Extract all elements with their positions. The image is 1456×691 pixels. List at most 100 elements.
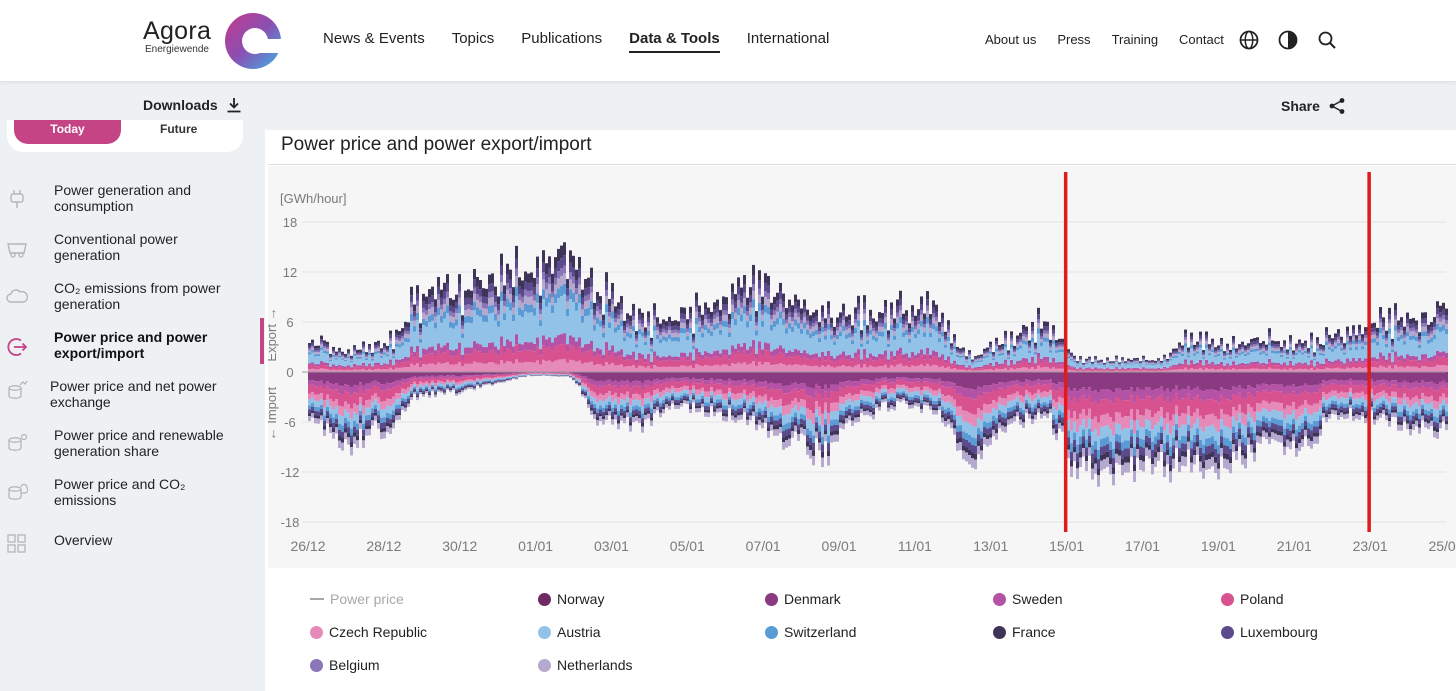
export-bar [794, 325, 797, 349]
import-bar [398, 408, 401, 413]
export-bar [953, 337, 956, 341]
brand-logo[interactable]: Agora Energiewende [143, 18, 211, 56]
import-bar [1076, 468, 1079, 480]
nav-contact[interactable]: Contact [1179, 32, 1224, 47]
import-bar [611, 401, 614, 408]
export-bar [365, 367, 368, 371]
import-bar [581, 388, 584, 391]
import-bar [836, 434, 839, 442]
import-bar [866, 384, 869, 391]
import-bar [974, 438, 977, 446]
import-bar [443, 376, 446, 379]
export-bar [1079, 359, 1082, 362]
import-bar [971, 414, 974, 426]
contrast-icon[interactable] [1277, 29, 1299, 51]
export-bar [905, 334, 908, 354]
export-bar [482, 346, 485, 354]
import-bar [383, 409, 386, 418]
export-bar [1109, 363, 1112, 365]
import-bar [575, 378, 578, 381]
import-bar [956, 431, 959, 439]
import-bar [1004, 372, 1007, 383]
export-bar [641, 327, 644, 332]
import-bar [971, 389, 974, 399]
sidebar-item-renewable-share[interactable]: Power price and renewable generation sha… [0, 427, 265, 461]
export-bar [875, 330, 878, 334]
import-bar [455, 376, 458, 379]
nav-publications[interactable]: Publications [521, 30, 603, 47]
import-bar [776, 400, 779, 408]
nav-training[interactable]: Training [1111, 32, 1159, 47]
import-bar [659, 380, 662, 385]
nav-press[interactable]: Press [1057, 32, 1091, 47]
export-bar [848, 314, 851, 321]
nav-news-events[interactable]: News & Events [323, 30, 425, 47]
import-bar [359, 372, 362, 383]
import-bar [389, 383, 392, 390]
import-bar [440, 372, 443, 376]
export-bar [422, 354, 425, 365]
nav-data-tools[interactable]: Data & Tools [629, 30, 720, 53]
import-bar [1031, 418, 1034, 425]
share-button[interactable]: Share [1281, 97, 1346, 115]
import-bar [455, 378, 458, 383]
import-bar [950, 387, 953, 397]
sidebar-item-net-power-exchange[interactable]: Power price and net power exchange [0, 378, 265, 412]
export-bar [944, 347, 947, 360]
export-bar [776, 292, 779, 301]
search-icon[interactable] [1316, 29, 1338, 51]
import-bar [947, 381, 950, 387]
export-bar [665, 337, 668, 342]
toggle-today[interactable]: Today [14, 120, 121, 144]
sidebar-item-conventional[interactable]: Conventional power generation [0, 231, 265, 265]
export-bar [413, 316, 416, 321]
import-bar [971, 458, 974, 468]
import-bar [1043, 396, 1046, 402]
export-bar [590, 286, 593, 293]
toggle-future[interactable]: Future [160, 120, 220, 136]
export-bar [518, 300, 521, 308]
import-bar [443, 387, 446, 390]
import-bar [686, 400, 689, 405]
import-bar [764, 386, 767, 395]
import-bar [821, 444, 824, 452]
globe-icon[interactable] [1238, 29, 1260, 51]
import-bar [764, 394, 767, 401]
export-bar [572, 276, 575, 284]
export-bar [707, 319, 710, 324]
export-bar [728, 359, 731, 367]
import-bar [860, 399, 863, 404]
agora-logo-icon[interactable] [222, 11, 284, 71]
export-bar [842, 303, 845, 311]
nav-international[interactable]: International [746, 30, 830, 47]
import-bar [389, 406, 392, 415]
import-bar [509, 374, 512, 376]
downloads-button[interactable]: Downloads [143, 97, 242, 113]
export-bar [1112, 363, 1115, 365]
nav-about-us[interactable]: About us [985, 32, 1037, 47]
import-bar [641, 418, 644, 424]
import-bar [593, 385, 596, 393]
export-bar [593, 315, 596, 320]
export-bar [389, 359, 392, 363]
export-bar [401, 367, 404, 372]
sidebar-item-price-co2[interactable]: Power price and CO₂ emissions [0, 476, 265, 510]
import-bar [461, 389, 464, 391]
import-bar [434, 393, 437, 395]
import-bar [389, 372, 392, 384]
export-bar [1100, 359, 1103, 361]
sidebar-item-co2-emissions[interactable]: CO₂ emissions from power generation [0, 280, 265, 314]
sidebar-item-overview[interactable]: Overview [0, 532, 265, 553]
sidebar-item-power-price-export-import[interactable]: Power price and power export/import [0, 329, 265, 363]
export-bar [857, 320, 860, 327]
import-bar [779, 372, 782, 384]
export-bar [680, 357, 683, 366]
sidebar-item-power-generation[interactable]: Power generation and consumption [0, 182, 265, 216]
export-bar [953, 368, 956, 372]
export-bar [320, 361, 323, 364]
import-bar [812, 388, 815, 399]
nav-topics[interactable]: Topics [451, 30, 495, 47]
import-bar [1022, 382, 1025, 388]
import-bar [1046, 410, 1049, 414]
